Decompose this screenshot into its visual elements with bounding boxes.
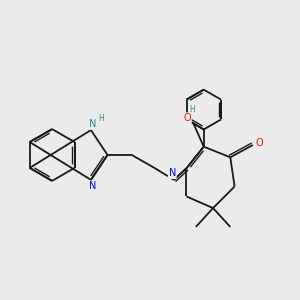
Text: O: O (183, 113, 191, 123)
Text: H: H (99, 114, 104, 123)
Text: N: N (169, 168, 176, 178)
Text: H: H (190, 105, 195, 114)
Text: N: N (88, 182, 96, 191)
Text: O: O (256, 138, 263, 148)
Text: N: N (88, 119, 96, 129)
